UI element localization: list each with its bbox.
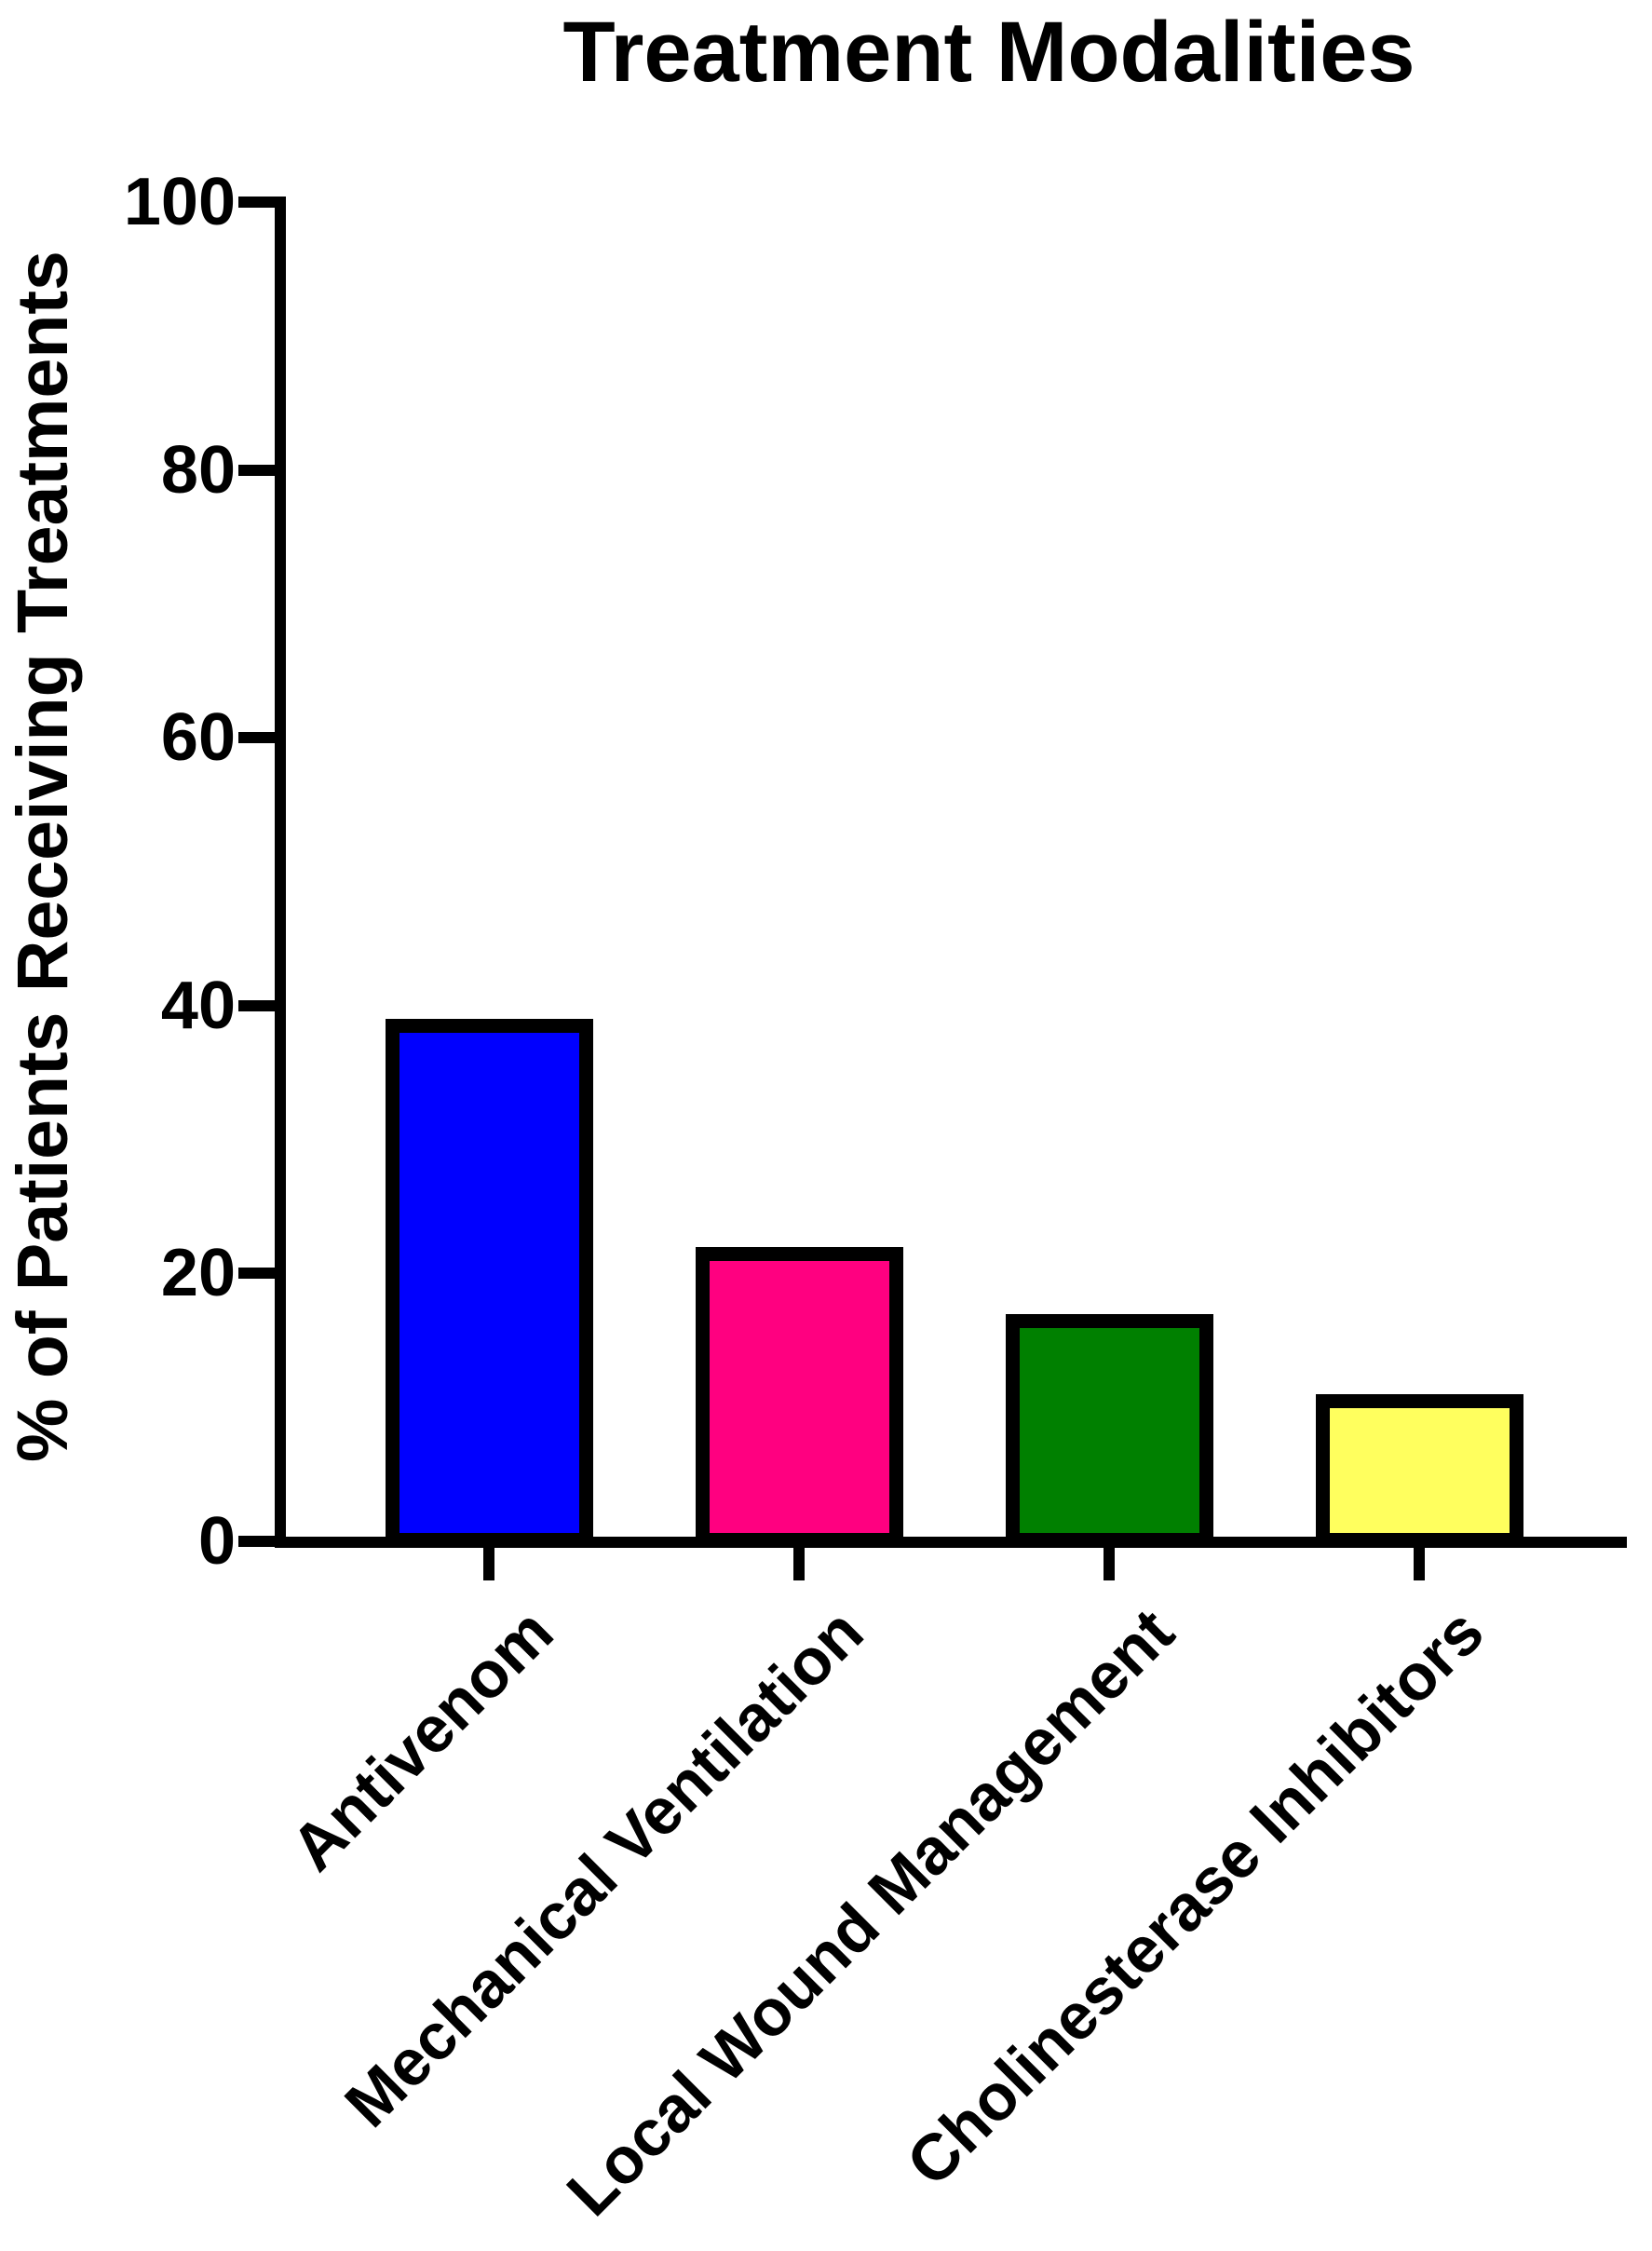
y-tick-label-100: 100 bbox=[123, 165, 236, 239]
x-tick-local-wound-management bbox=[1104, 1537, 1115, 1580]
y-tick-label-40: 40 bbox=[160, 968, 236, 1043]
x-tick-label-antivenom: Antivenom bbox=[277, 1594, 567, 1885]
bar-cholinesterase-inhibitors bbox=[1315, 1393, 1523, 1547]
x-tick-label-mechanical-ventilation: Mechanical Ventilation bbox=[331, 1594, 877, 2141]
x-tick-mechanical-ventilation bbox=[793, 1537, 805, 1580]
y-tick-80 bbox=[238, 464, 280, 476]
bar-local-wound-management bbox=[1005, 1313, 1213, 1547]
chart-title: Treatment Modalities bbox=[562, 5, 1415, 100]
y-tick-label-60: 60 bbox=[160, 700, 236, 776]
y-tick-0 bbox=[238, 1536, 280, 1547]
y-axis-title: % of Patients Receiving Treatments bbox=[3, 251, 83, 1462]
y-tick-100 bbox=[238, 197, 280, 208]
y-tick-20 bbox=[238, 1268, 280, 1280]
y-tick-40 bbox=[238, 999, 280, 1011]
y-tick-60 bbox=[238, 732, 280, 744]
y-tick-label-80: 80 bbox=[160, 432, 236, 508]
y-tick-label-20: 20 bbox=[160, 1236, 236, 1311]
y-axis-line bbox=[275, 197, 286, 1547]
x-tick-label-cholinesterase-inhibitors: Cholinesterase Inhibitors bbox=[892, 1594, 1497, 2200]
bar-antivenom bbox=[385, 1019, 593, 1547]
bar-mechanical-ventilation bbox=[695, 1246, 903, 1547]
y-tick-label-0: 0 bbox=[197, 1504, 236, 1579]
x-axis-line bbox=[275, 1537, 1627, 1548]
x-tick-label-local-wound-management: Local Wound Management bbox=[552, 1594, 1187, 2230]
x-tick-antivenom bbox=[483, 1537, 494, 1580]
x-tick-cholinesterase-inhibitors bbox=[1414, 1537, 1425, 1580]
